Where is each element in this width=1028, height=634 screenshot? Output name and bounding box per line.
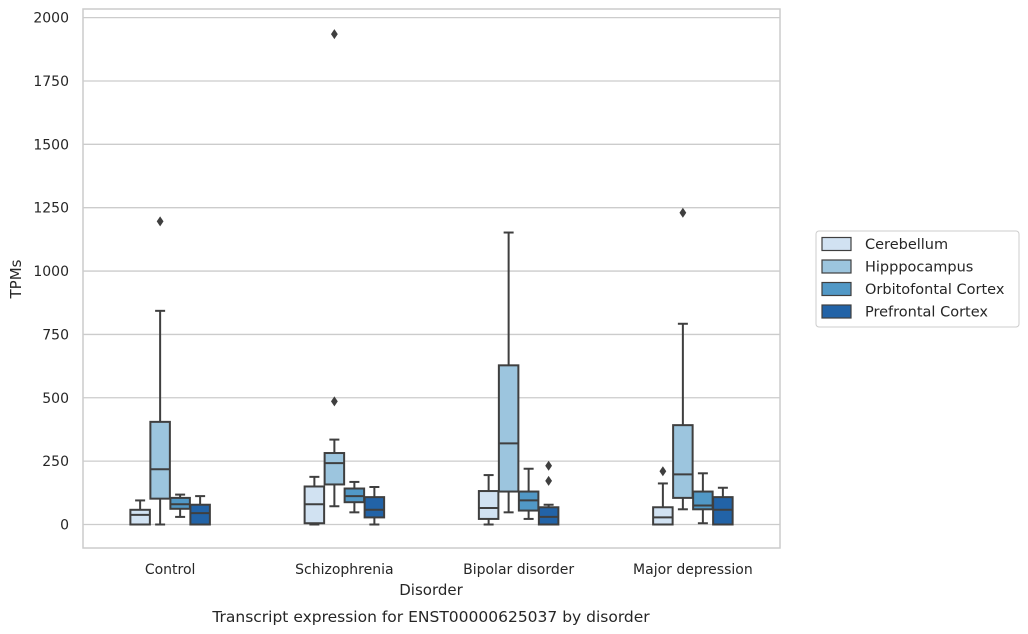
- box-plots: [129, 29, 734, 526]
- outlier-point: [156, 216, 164, 227]
- y-tick-label: 750: [42, 327, 69, 343]
- box-group: [169, 493, 191, 518]
- legend-label: Hipppocampus: [865, 260, 973, 276]
- legend-swatch: [821, 281, 852, 297]
- box-iqr: [537, 506, 560, 526]
- box-group: [672, 207, 694, 511]
- x-axis-ticks: Control Schizophrenia Bipolar disorder Majo…: [145, 562, 753, 578]
- y-tick-label: 1000: [33, 264, 69, 280]
- box-group: [149, 216, 171, 526]
- plot-area-frame: [82, 8, 781, 549]
- gridlines: [83, 16, 780, 526]
- box-iqr: [363, 496, 386, 519]
- box-iqr: [672, 424, 694, 499]
- outlier-point: [545, 460, 553, 471]
- box-group: [517, 467, 540, 520]
- x-tick-label: Bipolar disorder: [463, 562, 574, 578]
- y-tick-label: 1750: [33, 74, 69, 90]
- legend-label: Prefrontal Cortex: [865, 305, 988, 321]
- box-iqr: [712, 496, 734, 526]
- x-tick-label: Control: [145, 562, 196, 578]
- box-iqr: [477, 490, 500, 520]
- legend-swatch: [821, 259, 852, 274]
- outlier-point: [330, 396, 338, 407]
- outlier-point: [659, 466, 667, 477]
- y-tick-label: 1250: [33, 201, 69, 217]
- legend-frame: [815, 230, 1020, 328]
- y-tick-label: 500: [42, 391, 69, 407]
- box-group: [537, 460, 560, 526]
- y-axis-title: TPMs: [7, 259, 25, 299]
- x-tick-label: Major depression: [633, 562, 753, 578]
- y-tick-label: 2000: [33, 11, 69, 27]
- box-group: [303, 475, 326, 526]
- box-iqr: [323, 452, 346, 486]
- box-group: [477, 474, 500, 526]
- legend-swatch: [821, 304, 852, 319]
- box-group: [323, 29, 346, 508]
- box-group: [692, 472, 714, 525]
- box-group: [189, 495, 211, 526]
- y-tick-label: 0: [60, 518, 69, 534]
- box-iqr: [149, 420, 171, 500]
- chart-caption: Transcript expression for ENST0000062503…: [211, 608, 650, 626]
- box-iqr: [497, 364, 520, 493]
- box-iqr: [129, 508, 151, 526]
- box-group: [712, 486, 734, 526]
- y-axis-ticks: 0 250 500 750 1000 1250 1500 1750 2000: [33, 11, 69, 534]
- box-group: [363, 485, 386, 526]
- y-tick-label: 250: [42, 454, 69, 470]
- x-axis-title: Disorder: [399, 581, 463, 599]
- outlier-point: [679, 207, 687, 218]
- box-iqr: [692, 490, 714, 511]
- box-iqr: [189, 503, 211, 526]
- box-iqr: [652, 506, 674, 526]
- x-tick-label: Schizophrenia: [295, 562, 393, 578]
- legend: Cerebellum Hipppocampus Orbitofontal Corte…: [815, 230, 1020, 328]
- outlier-point: [330, 29, 338, 40]
- legend-swatch: [821, 236, 852, 252]
- legend-label: Orbitofontal Cortex: [865, 282, 1005, 298]
- box-group: [129, 499, 151, 526]
- outlier-point: [545, 475, 553, 486]
- box-group: [343, 480, 366, 514]
- legend-label: Cerebellum: [865, 237, 948, 253]
- y-tick-label: 1500: [33, 137, 69, 153]
- box-group: [497, 231, 520, 514]
- box-group: [652, 466, 674, 526]
